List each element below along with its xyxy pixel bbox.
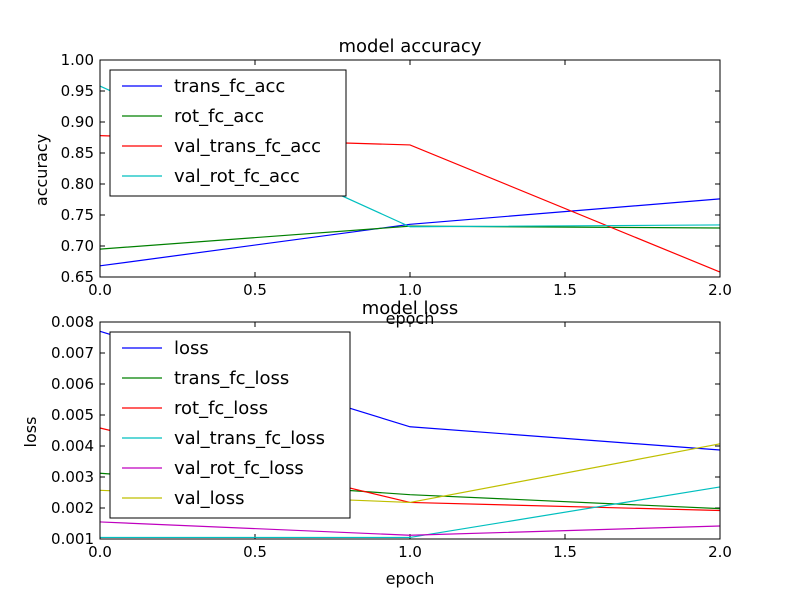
y-tick-label: 0.85: [61, 144, 94, 162]
y-tick-label: 0.95: [61, 82, 94, 100]
y-tick-label: 0.80: [61, 175, 94, 193]
x-tick-label: 0.0: [88, 543, 112, 561]
accuracy-chart-frame: [99, 59, 721, 278]
legend-label: val_loss: [174, 488, 244, 509]
x-tick-label: 1.0: [398, 543, 422, 561]
legend-label: rot_fc_acc: [174, 106, 264, 127]
legend-label: trans_fc_loss: [174, 368, 289, 389]
y-tick-label: 0.70: [61, 237, 94, 255]
x-tick-label: 0.0: [88, 281, 112, 299]
x-tick-label: 2.0: [708, 543, 732, 561]
x-tick-label: 0.5: [243, 543, 267, 561]
loss-chart-frame: [99, 321, 721, 540]
y-tick-label: 0.90: [61, 113, 94, 131]
legend-label: loss: [174, 338, 209, 359]
series-line-rot-fc-acc: [99, 225, 721, 250]
accuracy-chart-ticks: 0.0 0.5 1.0 1.5 2.0 0.65 0.70 0.75 0.80 0.85 0.90 0…: [61, 51, 732, 299]
y-tick-label: 0.007: [51, 344, 94, 362]
loss-chart-ticks: 0.0 0.5 1.0 1.5 2.0 0.001 0.002 0.003 0.004 0.005…: [51, 313, 732, 561]
y-tick-label: 0.003: [51, 468, 94, 486]
series-line-trans-fc-acc: [99, 198, 721, 267]
series-line-val-trans-fc-loss: [100, 486, 721, 539]
accuracy-chart-xlabel: epoch: [386, 309, 435, 328]
x-tick-label: 1.5: [553, 281, 577, 299]
loss-chart: model loss loss epoch 0.0 0.5 1.0 1.5 2.00.0…: [21, 298, 732, 588]
y-tick-label: 0.008: [51, 313, 94, 331]
legend-label: val_rot_fc_acc: [174, 166, 300, 187]
loss-chart-xlabel: epoch: [386, 569, 435, 588]
accuracy-chart: model accuracy accuracy epoch 0.0 0.5 1.0 1…: [32, 36, 732, 328]
x-tick-label: 2.0: [708, 281, 732, 299]
y-tick-label: 1.00: [61, 51, 94, 69]
series-line-val-rot-fc-loss: [99, 521, 721, 536]
y-tick-label: 0.005: [51, 406, 94, 424]
legend-box: [109, 69, 347, 197]
loss-chart-legend: loss trans_fc_loss rot_fc_loss val_trans_fc…: [109, 331, 351, 519]
legend-box: [109, 331, 351, 519]
y-tick-label: 0.001: [51, 530, 94, 548]
y-tick-label: 0.002: [51, 499, 94, 517]
y-tick-label: 0.006: [51, 375, 94, 393]
y-tick-label: 0.65: [61, 268, 94, 286]
legend-label: val_rot_fc_loss: [174, 458, 304, 479]
legend-label: val_trans_fc_loss: [174, 428, 325, 449]
accuracy-chart-legend: trans_fc_acc rot_fc_acc val_trans_fc_accva…: [109, 69, 347, 197]
legend-label: val_trans_fc_acc: [174, 136, 321, 157]
x-tick-label: 0.5: [243, 281, 267, 299]
x-tick-label: 1.5: [553, 543, 577, 561]
legend-label: trans_fc_acc: [174, 76, 285, 97]
x-tick-label: 1.0: [398, 281, 422, 299]
accuracy-chart-title: model accuracy: [339, 36, 482, 57]
accuracy-chart-ylabel: accuracy: [32, 134, 51, 206]
loss-chart-title: model loss: [362, 298, 459, 319]
legend-label: rot_fc_loss: [174, 398, 268, 419]
y-tick-label: 0.75: [61, 206, 94, 224]
loss-chart-ylabel: loss: [21, 417, 40, 448]
y-tick-label: 0.004: [51, 437, 94, 455]
